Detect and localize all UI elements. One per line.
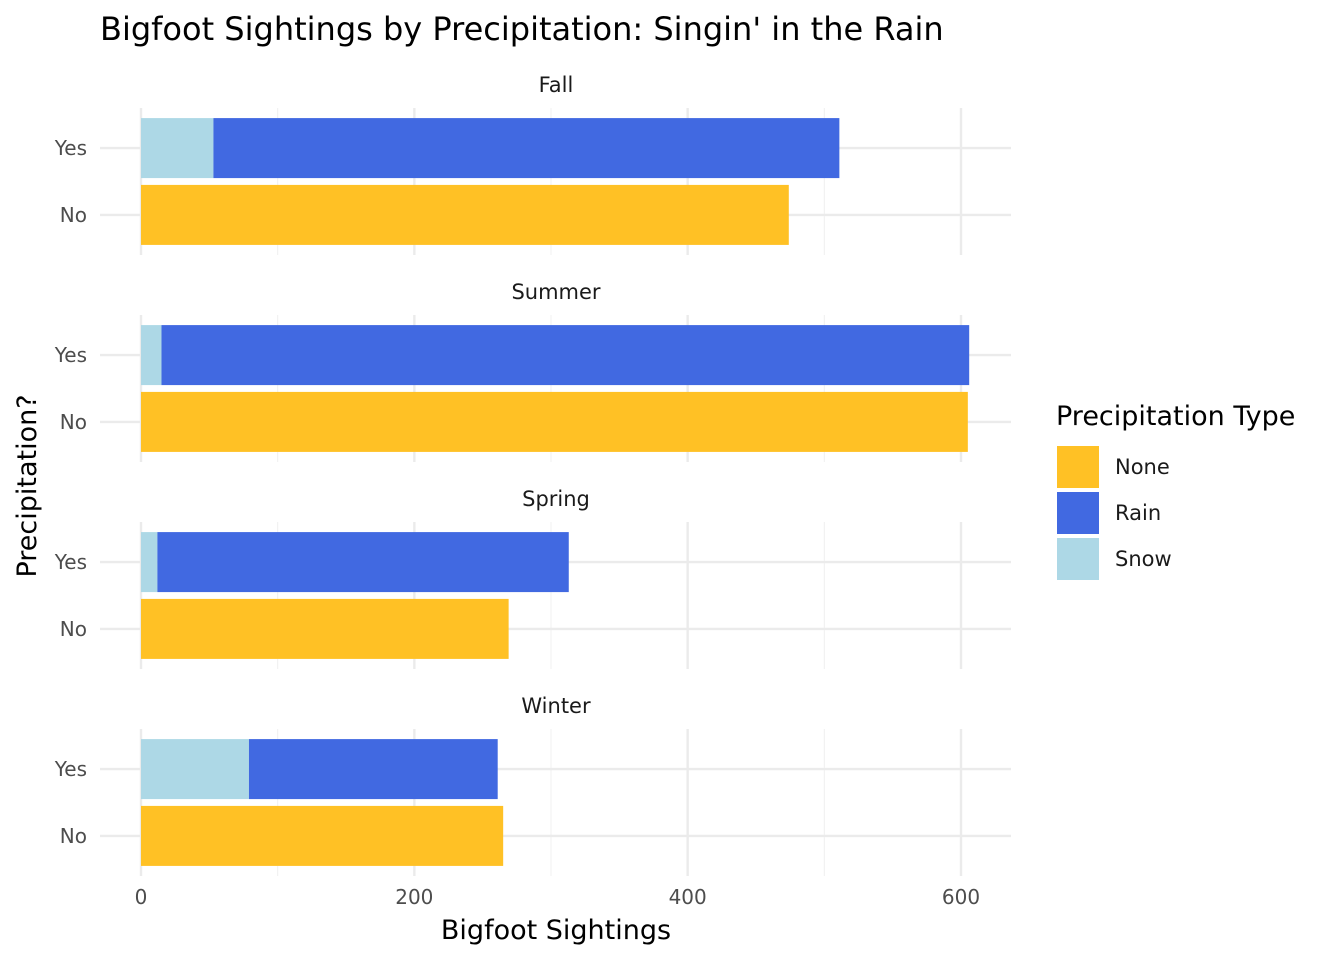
legend-key-none [1057,446,1099,488]
y-tick-label: No [60,617,87,641]
x-axis-title: Bigfoot Sightings [441,915,671,946]
y-axis-title: Precipitation? [12,394,43,577]
bar-yes-snow [141,118,214,179]
bar-yes-rain [213,118,840,179]
y-tick-label: Yes [54,550,87,574]
x-tick-label: 400 [669,885,707,909]
y-tick-label: Yes [54,757,87,781]
y-tick-label: No [60,203,87,227]
legend-title: Precipitation Type [1056,401,1295,432]
facet-label: Spring [522,487,590,511]
bar-yes-snow [141,532,158,593]
x-tick-label: 600 [942,885,980,909]
facet-label: Summer [511,280,600,304]
legend-key-snow [1057,538,1099,580]
x-tick-label: 200 [395,885,433,909]
facet-panels: Fall Yes No Summer Yes No Spring Yes No Winter Yes… [54,73,1011,876]
y-tick-label: No [60,410,87,434]
y-tick-label: No [60,824,87,848]
facet-label: Winter [521,694,591,718]
bar-no-none [141,184,789,245]
x-tick-label: 0 [135,885,148,909]
y-tick-label: Yes [54,136,87,160]
facet-panel-summer: Summer Yes No [54,280,1011,462]
bar-yes-rain [157,532,569,593]
legend-label: None [1115,455,1170,479]
legend-label: Snow [1115,547,1172,571]
bar-no-none [141,391,968,452]
bar-no-none [141,598,509,659]
legend: Precipitation Type None Rain Snow [1056,401,1295,580]
bar-yes-rain [161,325,970,386]
legend-key-rain [1057,492,1099,534]
facet-label: Fall [539,73,574,97]
bar-yes-snow [141,325,162,386]
bar-no-none [141,805,504,866]
x-axis: 0 200 400 600 [135,885,980,909]
facet-panel-winter: Winter Yes No [54,694,1011,876]
y-tick-label: Yes [54,343,87,367]
bar-yes-snow [141,739,249,800]
bar-yes-rain [248,739,498,800]
facet-panel-spring: Spring Yes No [54,487,1011,669]
facet-panel-fall: Fall Yes No [54,73,1011,255]
legend-label: Rain [1115,501,1161,525]
chart-title: Bigfoot Sightings by Precipitation: Sing… [100,10,944,48]
